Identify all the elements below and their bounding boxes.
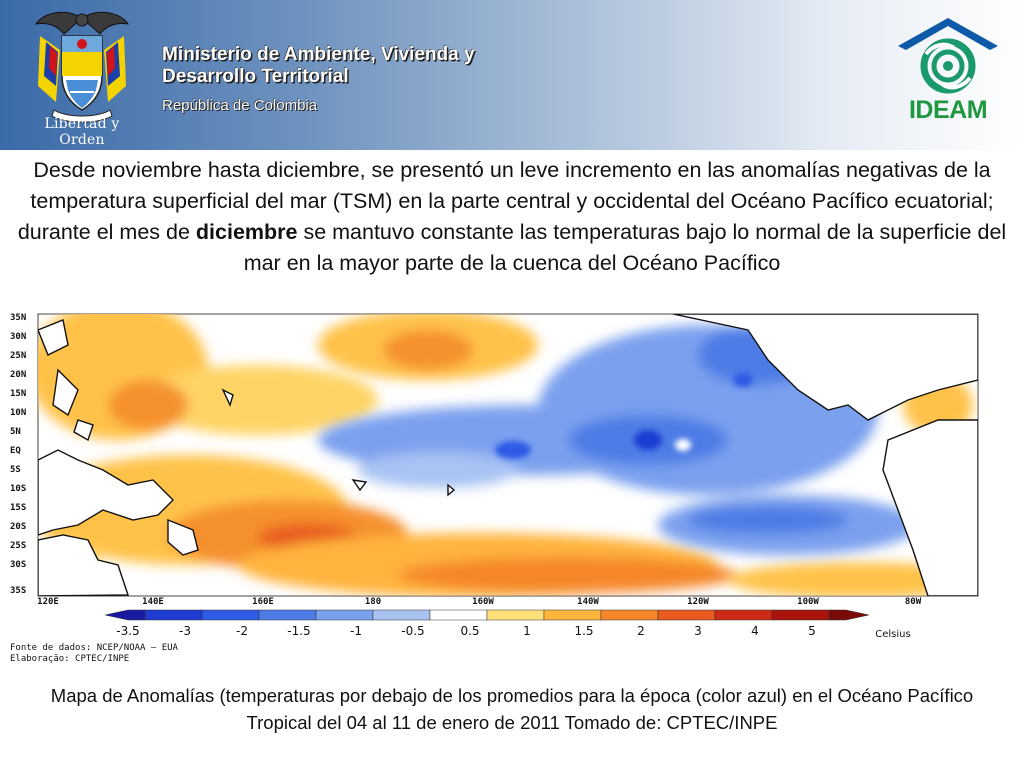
summary-text-bold: diciembre: [195, 220, 298, 244]
scale-label: 5: [808, 624, 816, 638]
sst-anomaly-map-svg: 35N 30N 25N 20N 15N 10N 5N EQ 5S 10S 15S…: [10, 313, 979, 664]
scale-label: 2: [637, 624, 645, 638]
continent-outlines: [38, 314, 978, 596]
scale-color-cell: [315, 609, 374, 621]
scale-label: 4: [751, 624, 759, 638]
summary-text-part1: Desde noviembre hasta diciembre, se pres…: [17, 158, 994, 244]
scale-label: -0.5: [401, 624, 424, 638]
scale-color-cell: [657, 609, 716, 621]
lat-label: 5N: [10, 427, 21, 437]
scale-color-cell: [828, 609, 870, 621]
lon-label: 120W: [687, 597, 709, 607]
lat-label: 15N: [10, 389, 26, 399]
ministry-title-line1: Ministerio de Ambiente, Vivienda y: [162, 44, 475, 65]
ideam-logo-icon: [898, 18, 998, 94]
scale-label: -1: [350, 624, 362, 638]
scale-label: -3.5: [116, 624, 139, 638]
scale-color-cell: [104, 609, 146, 621]
lon-label: 180: [365, 597, 381, 607]
scale-color-cell: [372, 609, 431, 621]
summary-paragraph: Desde noviembre hasta diciembre, se pres…: [14, 155, 1010, 279]
lon-label: 120E: [37, 597, 59, 607]
colombia-coat-of-arms-icon: [34, 11, 130, 123]
scale-color-cell: [429, 609, 488, 621]
scale-unit-label: Celsius: [875, 629, 910, 640]
data-source-note: Fonte de dados: NCEP/NOAA — EUA Elaboraç…: [10, 643, 179, 664]
scale-color-cell: [771, 609, 830, 621]
scale-color-cell: [258, 609, 317, 621]
scale-color-cell: [600, 609, 659, 621]
lat-label: 5S: [10, 465, 21, 475]
scale-color-cell: [486, 609, 545, 621]
source-line2: Elaboração: CPTEC/INPE: [10, 654, 129, 664]
lat-label: 35N: [10, 313, 26, 323]
ministry-title-line2: Desarrollo Territorial: [162, 66, 349, 87]
latitude-labels: 35N 30N 25N 20N 15N 10N 5N EQ 5S 10S 15S…: [10, 313, 26, 596]
ideam-logo-text: IDEAM: [908, 96, 988, 124]
lon-label: 100W: [797, 597, 819, 607]
ministry-title: Ministerio de Ambiente, Vivienda y Desar…: [162, 44, 475, 88]
summary-text-part2: se mantuvo constante las temperaturas ba…: [243, 220, 1007, 275]
scale-label: 0.5: [460, 624, 479, 638]
scale-label: -1.5: [287, 624, 310, 638]
lat-label: 25S: [10, 541, 26, 551]
lat-label: 15S: [10, 503, 26, 513]
longitude-labels: 120E 140E 160E 180 160W 140W 120W 100W 8…: [37, 597, 922, 607]
lon-label: 140E: [142, 597, 164, 607]
coat-of-arms-motto: Libertad y Orden: [44, 116, 120, 148]
lat-label: 10N: [10, 408, 26, 418]
lat-label: 20N: [10, 370, 26, 380]
scale-label: 1.5: [574, 624, 593, 638]
sst-anomaly-map: 35N 30N 25N 20N 15N 10N 5N EQ 5S 10S 15S…: [8, 310, 983, 665]
lat-label: EQ: [10, 446, 21, 456]
lat-label: 30S: [10, 560, 26, 570]
scale-label: -2: [236, 624, 248, 638]
header-banner: Libertad y Orden Ministerio de Ambiente,…: [0, 0, 1024, 150]
lat-label: 10S: [10, 484, 26, 494]
scale-label: 1: [523, 624, 531, 638]
lat-label: 30N: [10, 332, 26, 342]
lon-label: 160E: [252, 597, 274, 607]
scale-color-cell: [144, 609, 203, 621]
lat-label: 20S: [10, 522, 26, 532]
lon-label: 160W: [472, 597, 494, 607]
lat-label: 25N: [10, 351, 26, 361]
lat-label: 35S: [10, 586, 26, 596]
republic-subtitle: República de Colombia: [162, 97, 318, 114]
scale-label: 3: [694, 624, 702, 638]
source-line1: Fonte de dados: NCEP/NOAA — EUA: [10, 643, 179, 653]
scale-color-cell: [201, 609, 260, 621]
color-scale-bar: [104, 609, 870, 621]
lon-label: 80W: [905, 597, 922, 607]
scale-color-cell: [714, 609, 773, 621]
map-caption: Mapa de Anomalías (temperaturas por deba…: [50, 685, 974, 733]
scale-color-cell: [543, 609, 602, 621]
scale-labels: -3.5 -3 -2 -1.5 -1 -0.5 0.5 1 1.5 2 3 4 …: [116, 624, 910, 640]
lon-label: 140W: [577, 597, 599, 607]
scale-label: -3: [179, 624, 191, 638]
